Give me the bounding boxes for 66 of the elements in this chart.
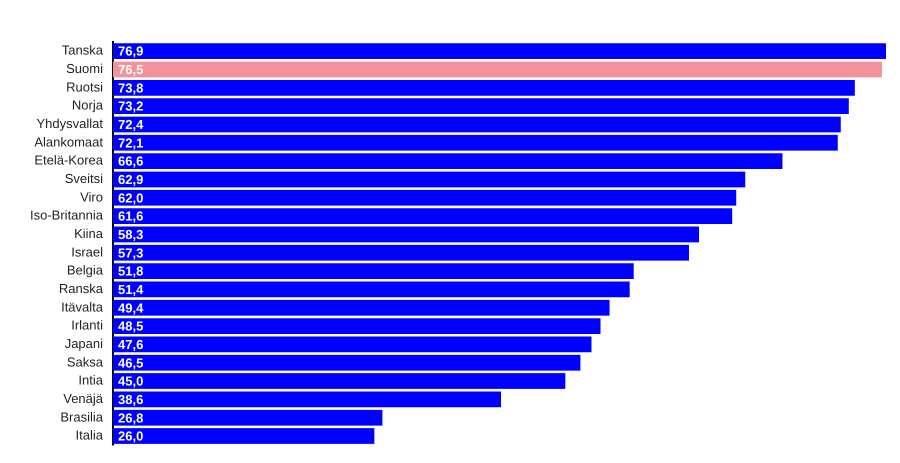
y-tick-label: Iso-Britannia	[30, 208, 104, 223]
bar	[113, 336, 592, 352]
data-label: 72,4	[118, 117, 144, 132]
y-tick-label: Tanska	[62, 42, 104, 58]
data-label: 46,5	[118, 355, 144, 370]
bar	[113, 373, 566, 389]
y-tick-label: Suomi	[66, 61, 104, 76]
data-label: 49,4	[118, 300, 144, 316]
data-label: 58,3	[118, 227, 144, 242]
bar	[113, 282, 630, 298]
y-tick-label: Ruotsi	[66, 79, 104, 94]
bar	[113, 172, 746, 188]
data-label: 57,3	[118, 245, 144, 260]
bar	[113, 244, 689, 261]
y-tick-label: Etelä-Korea	[34, 152, 104, 168]
bar	[113, 153, 782, 170]
y-tick-label: Ranska	[58, 280, 104, 296]
y-tick-label: Yhdysvallat	[36, 116, 104, 132]
y-tick-label: Kiina	[74, 226, 104, 242]
y-tick-label: Alankomaat	[34, 134, 104, 150]
bar	[113, 392, 502, 408]
y-tick-label: Saksa	[66, 354, 104, 370]
y-tick-label: Belgia	[66, 262, 104, 278]
data-label: 72,1	[118, 135, 144, 150]
bar	[113, 410, 382, 426]
data-label: 26,8	[118, 410, 144, 426]
y-tick-label: Irlanti	[71, 318, 104, 333]
bar	[113, 134, 838, 151]
data-label: 73,8	[118, 80, 144, 96]
y-tick-label: Venäjä	[63, 390, 104, 406]
bar	[113, 98, 849, 114]
data-label: 26,0	[118, 428, 144, 444]
y-tick-label: Brasilia	[60, 409, 104, 424]
data-label: 45,0	[118, 374, 144, 389]
bar	[113, 116, 841, 132]
bar	[113, 80, 855, 96]
bar	[113, 190, 736, 206]
bar	[113, 428, 374, 444]
data-label: 62,9	[118, 172, 144, 188]
data-label: 51,8	[118, 264, 144, 279]
bar	[113, 226, 700, 242]
y-tick-label: Japani	[64, 336, 104, 351]
data-label: 61,6	[118, 208, 144, 224]
bar	[113, 318, 601, 334]
bar	[113, 263, 634, 279]
data-label: 66,6	[118, 154, 144, 169]
bar	[113, 354, 580, 371]
y-tick-label: Itävalta	[61, 299, 104, 314]
data-label: 62,0	[118, 190, 144, 206]
data-label: 76,5	[118, 62, 144, 78]
data-label: 47,6	[118, 336, 144, 352]
data-label: 38,6	[118, 392, 144, 407]
y-tick-label: Viro	[80, 189, 103, 204]
y-tick-label: Israel	[71, 244, 104, 260]
y-tick-label: Intia	[78, 372, 104, 388]
data-label: 48,5	[118, 318, 144, 334]
data-label: 76,9	[118, 44, 144, 59]
y-tick-label: Norja	[72, 98, 104, 113]
data-label: 73,2	[118, 98, 144, 114]
bar	[113, 43, 886, 60]
y-tick-label: Sveitsi	[64, 171, 104, 186]
bar	[113, 62, 882, 78]
bar	[113, 208, 732, 224]
y-tick-label: Italia	[76, 428, 104, 443]
bar	[113, 300, 610, 316]
data-label: 51,4	[118, 282, 144, 297]
